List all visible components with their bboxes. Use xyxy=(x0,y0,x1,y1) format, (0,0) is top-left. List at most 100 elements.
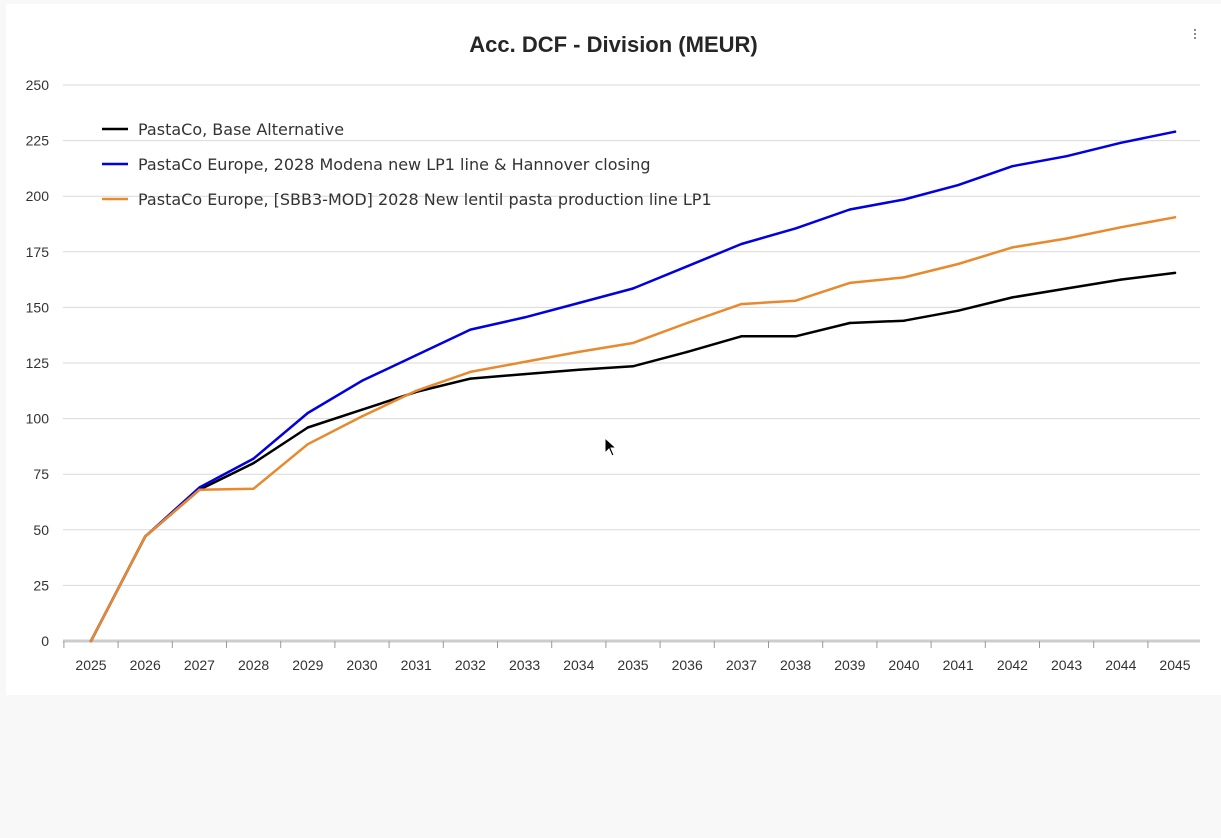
data-point xyxy=(1173,271,1177,275)
legend-label: PastaCo Europe, 2028 Modena new LP1 line… xyxy=(138,155,651,174)
data-point xyxy=(360,408,364,411)
data-point xyxy=(957,183,960,187)
y-tick-label: 50 xyxy=(33,522,49,538)
data-point xyxy=(1011,246,1014,249)
data-point xyxy=(848,321,851,325)
data-point xyxy=(1173,216,1177,219)
data-point xyxy=(469,377,472,380)
data-point xyxy=(415,354,418,357)
x-tick-label: 2032 xyxy=(455,657,486,673)
data-point xyxy=(306,426,309,429)
data-point xyxy=(577,301,580,305)
mouse-pointer-icon xyxy=(604,437,618,457)
data-point xyxy=(1119,141,1123,145)
data-point xyxy=(523,372,526,376)
y-tick-label: 25 xyxy=(33,577,49,593)
data-point xyxy=(794,227,797,230)
x-tick-label: 2029 xyxy=(292,657,323,673)
x-tick-label: 2039 xyxy=(834,657,865,673)
data-point xyxy=(631,341,635,345)
gridlines xyxy=(63,84,1200,586)
data-point xyxy=(902,198,906,201)
data-point xyxy=(89,639,93,643)
legend-label: PastaCo, Base Alternative xyxy=(138,120,344,139)
data-point xyxy=(360,379,364,382)
y-tick-label: 225 xyxy=(26,133,50,149)
x-tick-label: 2040 xyxy=(888,657,919,673)
data-point xyxy=(686,350,689,354)
data-point xyxy=(469,328,472,331)
data-point xyxy=(523,316,526,319)
data-point xyxy=(848,208,851,211)
data-point xyxy=(1173,130,1177,133)
x-tick-label: 2042 xyxy=(997,657,1028,673)
data-point xyxy=(686,265,689,268)
data-point xyxy=(794,335,797,338)
legend: PastaCo, Base Alternative PastaCo Europe,… xyxy=(102,120,712,209)
data-point xyxy=(252,487,255,490)
y-tick-label: 100 xyxy=(26,411,50,427)
data-point xyxy=(306,411,309,415)
y-tick-label: 250 xyxy=(26,77,50,93)
data-point xyxy=(740,335,743,338)
data-point xyxy=(740,242,743,246)
data-point xyxy=(631,365,635,368)
x-tick-label: 2043 xyxy=(1051,657,1082,673)
x-tick-label: 2044 xyxy=(1105,657,1136,673)
y-tick-label: 200 xyxy=(26,188,50,204)
data-point xyxy=(631,287,635,290)
data-point xyxy=(1119,278,1123,281)
x-tick-label: 2030 xyxy=(346,657,377,673)
series-lines xyxy=(89,130,1177,643)
data-point xyxy=(1065,287,1068,290)
x-tick-label: 2036 xyxy=(672,657,703,673)
x-tick-label: 2025 xyxy=(75,657,106,673)
data-point xyxy=(577,368,580,371)
x-tick-label: 2034 xyxy=(563,657,594,673)
data-point xyxy=(415,389,418,392)
data-point xyxy=(902,319,906,322)
data-point xyxy=(902,276,906,279)
series-line-3 xyxy=(89,216,1177,643)
x-tick-label: 2033 xyxy=(509,657,540,673)
data-point xyxy=(360,415,364,418)
data-point xyxy=(198,486,201,489)
data-point xyxy=(198,488,201,491)
y-tick-label: 75 xyxy=(33,466,49,482)
data-point xyxy=(686,321,689,325)
y-tick-label: 150 xyxy=(26,299,50,315)
x-tick-label: 2026 xyxy=(130,657,161,673)
data-point xyxy=(957,262,960,266)
x-tick-label: 2045 xyxy=(1159,657,1190,673)
data-point xyxy=(144,535,147,538)
y-tick-label: 175 xyxy=(26,244,50,260)
data-point xyxy=(1065,237,1068,240)
legend-label: PastaCo Europe, [SBB3-MOD] 2028 New lent… xyxy=(138,190,712,209)
x-tick-label: 2041 xyxy=(943,657,974,673)
data-point xyxy=(1011,296,1014,299)
data-point xyxy=(1011,164,1014,168)
x-tick-label: 2035 xyxy=(617,657,648,673)
data-point xyxy=(740,302,743,306)
x-tick-label: 2031 xyxy=(401,657,432,673)
axes: 0 25 50 75 100 125 150 175 200 225 250 2025 2026 2027… xyxy=(26,77,1200,673)
data-point xyxy=(252,461,255,465)
data-point xyxy=(1065,154,1068,158)
x-tick-label: 2037 xyxy=(726,657,757,673)
data-point xyxy=(469,370,472,374)
data-point xyxy=(523,360,526,364)
data-point xyxy=(794,299,797,302)
data-point xyxy=(306,442,309,446)
data-point xyxy=(252,457,255,460)
data-point xyxy=(1119,226,1123,229)
more-vertical-icon[interactable] xyxy=(1187,24,1203,44)
y-tick-label: 0 xyxy=(41,633,49,649)
x-tick-label: 2038 xyxy=(780,657,811,673)
data-point xyxy=(957,309,960,312)
data-point xyxy=(577,350,580,354)
chart-panel: Acc. DCF - Division (MEUR) xyxy=(6,4,1221,695)
data-point xyxy=(848,281,851,285)
y-tick-label: 125 xyxy=(26,355,50,371)
x-tick-label: 2028 xyxy=(238,657,269,673)
